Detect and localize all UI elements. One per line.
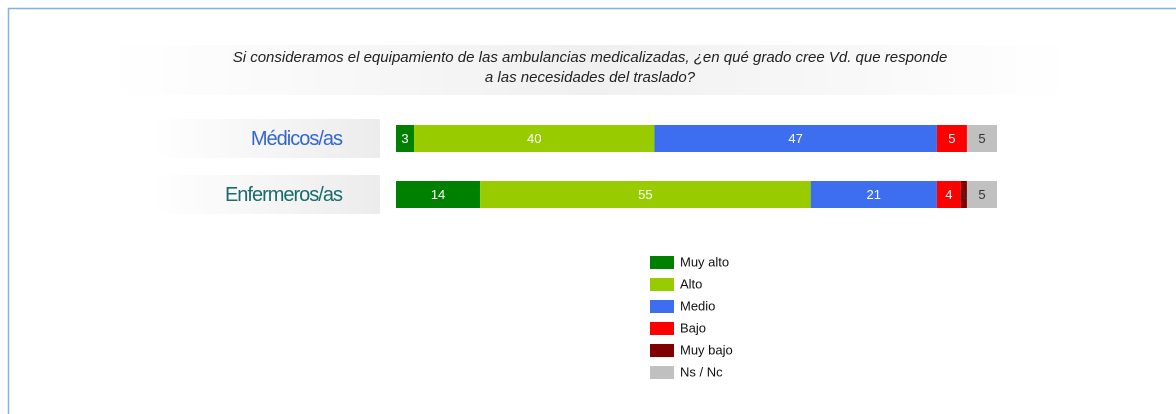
bar-segment xyxy=(966,181,997,208)
data-label: 1 xyxy=(960,187,967,202)
bar-segment xyxy=(810,181,937,208)
bar-segment xyxy=(960,181,967,208)
legend-label: Alto xyxy=(680,276,702,291)
legend-label: Bajo xyxy=(680,320,706,335)
data-label: 14 xyxy=(431,187,445,202)
title-background xyxy=(110,45,1070,95)
data-label: 21 xyxy=(867,187,881,202)
label-background xyxy=(150,175,380,214)
data-label: 5 xyxy=(978,131,985,146)
bar-segment xyxy=(414,125,655,152)
data-label: 3 xyxy=(401,131,408,146)
bar-segment xyxy=(480,181,811,208)
data-label: 55 xyxy=(638,187,652,202)
legend-label: Medio xyxy=(680,298,715,313)
data-label: 5 xyxy=(978,187,985,202)
data-label: 40 xyxy=(527,131,541,146)
category-label: Enfermeros/as xyxy=(225,184,343,206)
legend-label: Muy bajo xyxy=(680,342,733,357)
label-background xyxy=(150,119,380,158)
bar-segment xyxy=(396,181,481,208)
data-label: 5 xyxy=(948,131,955,146)
legend-swatch xyxy=(650,278,674,291)
data-label: 47 xyxy=(788,131,802,146)
legend-label: Ns / Nc xyxy=(680,364,723,379)
legend-swatch xyxy=(650,366,674,379)
chart-title: a las necesidades del traslado? xyxy=(485,69,696,86)
category-label: Médicos/as xyxy=(251,128,343,150)
chart-title: Si consideramos el equipamiento de las a… xyxy=(233,49,948,66)
bar-segment xyxy=(966,125,997,152)
legend-label: Muy alto xyxy=(680,254,729,269)
bar-segment xyxy=(396,125,415,152)
legend-swatch xyxy=(650,322,674,335)
frame xyxy=(7,7,1176,414)
legend-swatch xyxy=(650,256,674,269)
bar-segment xyxy=(654,125,937,152)
bar-segment xyxy=(936,181,961,208)
legend-swatch xyxy=(650,300,674,313)
data-label: 4 xyxy=(945,187,952,202)
legend-swatch xyxy=(650,344,674,357)
bar-segment xyxy=(936,125,967,152)
